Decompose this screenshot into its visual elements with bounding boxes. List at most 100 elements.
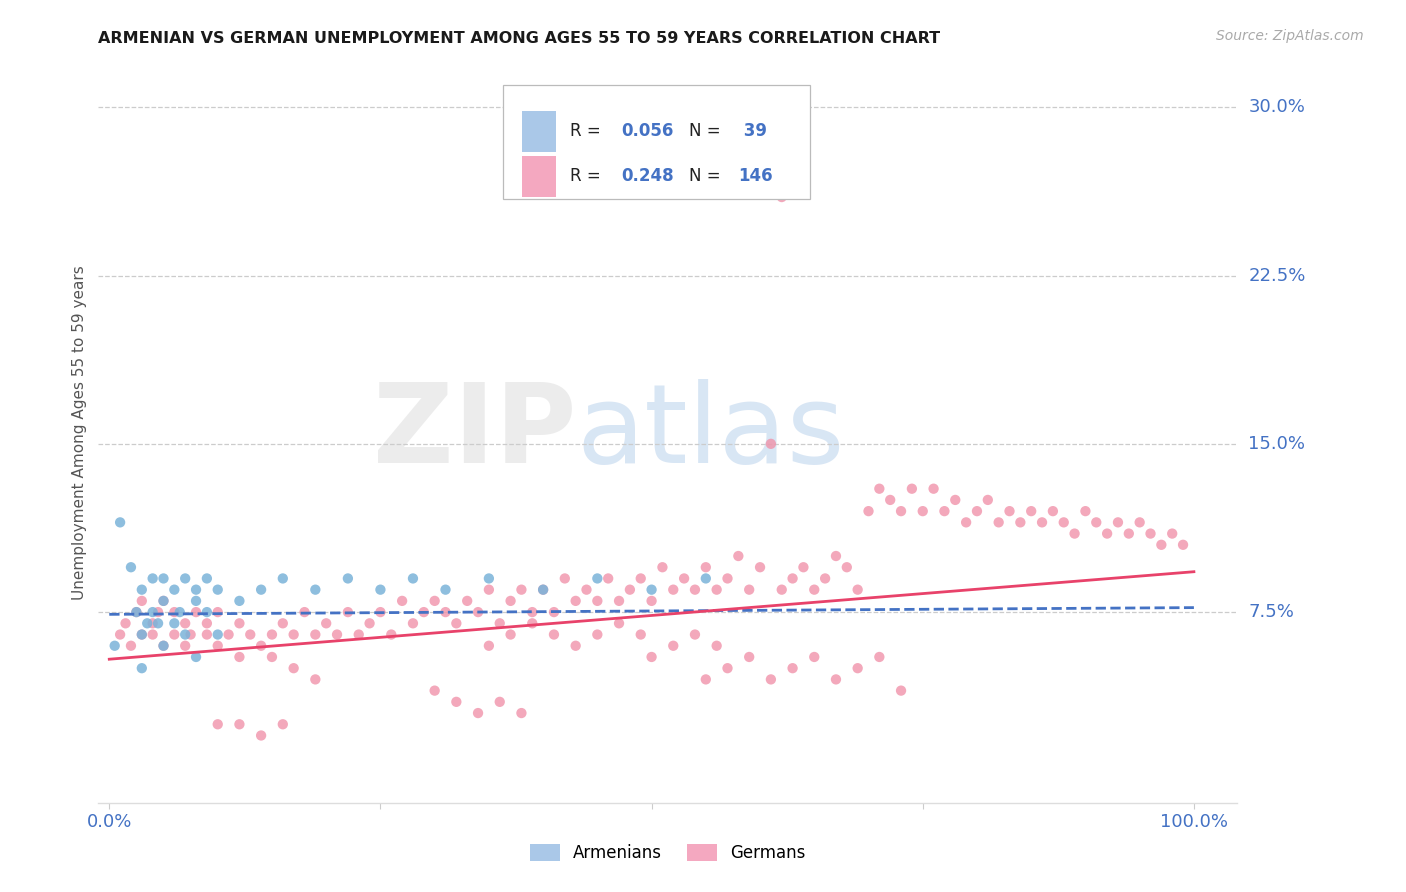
Point (987, 516, 1010, 530)
Point (391, 594, 413, 608)
Point (716, 661, 738, 675)
Point (152, 594, 174, 608)
Point (1161, 526, 1184, 541)
Point (283, 627, 305, 641)
Point (586, 571, 609, 585)
Point (271, 571, 294, 585)
Text: 0.248: 0.248 (621, 168, 673, 186)
Point (423, 683, 446, 698)
Point (131, 594, 153, 608)
Point (294, 605, 316, 619)
Point (662, 582, 685, 597)
Point (271, 616, 294, 631)
Point (283, 661, 305, 675)
Point (890, 504, 912, 518)
Point (955, 516, 977, 530)
Point (326, 627, 349, 641)
Point (239, 627, 262, 641)
Point (1031, 516, 1053, 530)
Point (814, 571, 837, 585)
Point (142, 616, 165, 631)
Point (586, 627, 609, 641)
Point (890, 683, 912, 698)
Text: 0.056: 0.056 (621, 122, 673, 140)
Point (1107, 516, 1129, 530)
Text: 15.0%: 15.0% (1249, 434, 1305, 453)
Text: Source: ZipAtlas.com: Source: ZipAtlas.com (1216, 29, 1364, 43)
Point (114, 616, 136, 631)
Point (564, 594, 586, 608)
Point (163, 605, 186, 619)
Point (423, 594, 446, 608)
Point (1074, 504, 1097, 518)
Point (146, 605, 169, 619)
Text: R =: R = (569, 122, 606, 140)
Point (607, 616, 630, 631)
Point (195, 571, 218, 585)
Point (651, 560, 673, 574)
Point (207, 582, 229, 597)
Point (250, 582, 273, 597)
Point (846, 661, 869, 675)
Point (228, 616, 250, 631)
Point (446, 695, 468, 709)
Point (304, 582, 326, 597)
Point (792, 560, 814, 574)
Point (152, 639, 174, 653)
Point (934, 504, 956, 518)
Point (125, 605, 148, 619)
Text: ZIP: ZIP (374, 379, 576, 486)
Point (228, 594, 250, 608)
Point (770, 190, 793, 204)
Point (683, 627, 706, 641)
Point (619, 582, 641, 597)
Point (554, 571, 576, 585)
Point (152, 571, 174, 585)
Point (152, 639, 174, 653)
Point (499, 627, 522, 641)
Point (195, 605, 218, 619)
Point (630, 571, 652, 585)
Point (195, 627, 218, 641)
Point (630, 627, 652, 641)
Point (131, 582, 153, 597)
Point (510, 706, 533, 720)
Point (402, 616, 425, 631)
Point (304, 627, 326, 641)
Point (446, 616, 468, 631)
Text: 39: 39 (738, 122, 768, 140)
Point (531, 582, 554, 597)
Point (108, 627, 131, 641)
Point (738, 650, 761, 665)
Point (347, 627, 370, 641)
Point (174, 639, 197, 653)
Point (104, 639, 127, 653)
Point (207, 639, 229, 653)
Point (250, 729, 273, 743)
Point (543, 627, 565, 641)
Text: R =: R = (569, 168, 606, 186)
Text: 22.5%: 22.5% (1249, 267, 1306, 285)
Point (370, 582, 392, 597)
Point (879, 492, 901, 507)
Point (131, 627, 153, 641)
Point (163, 582, 186, 597)
Point (1095, 526, 1118, 541)
Point (478, 571, 501, 585)
Point (868, 650, 890, 665)
Point (695, 673, 717, 687)
Point (901, 482, 924, 496)
FancyBboxPatch shape (522, 111, 557, 152)
Point (759, 673, 782, 687)
Point (706, 582, 728, 597)
Point (1118, 526, 1140, 541)
Point (1139, 526, 1161, 541)
Point (846, 582, 869, 597)
Point (336, 605, 359, 619)
Point (260, 650, 283, 665)
Point (108, 516, 131, 530)
Point (1042, 504, 1064, 518)
Point (782, 571, 804, 585)
Point (184, 650, 207, 665)
Point (174, 627, 197, 641)
